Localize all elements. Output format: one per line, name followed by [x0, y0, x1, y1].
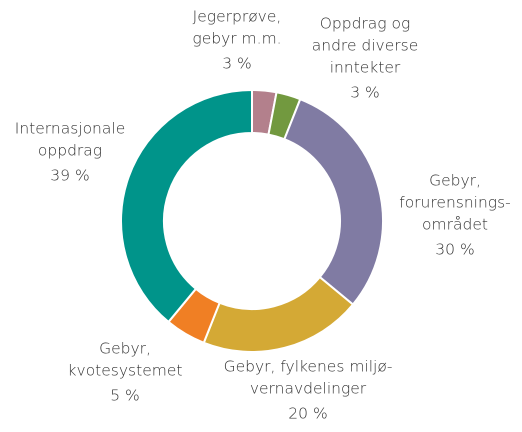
slice-label: Gebyr, forurensnings- området 30 % [399, 170, 511, 261]
slice-label: Oppdrag og andre diverse inntekter 3 % [312, 13, 419, 104]
slice-label: Gebyr, fylkenes miljø- vernavdelinger 20 … [224, 356, 393, 425]
category-label: Gebyr, fylkenes miljø- vernavdelinger [223, 357, 393, 398]
category-label: Gebyr, forurensnings- området [399, 171, 511, 234]
value-label: 5 % [110, 386, 140, 405]
category-label: Internasjonale oppdrag [14, 119, 126, 160]
slice-label: Gebyr, kvotesystemet 5 % [68, 338, 183, 407]
value-label: 3 % [350, 83, 380, 102]
value-label: 3 % [222, 54, 252, 73]
value-label: 30 % [435, 240, 475, 259]
slice-label: Jegerprøve, gebyr m.m. 3 % [192, 6, 281, 75]
category-label: Gebyr, kvotesystemet [67, 339, 183, 380]
donut-slice [202, 275, 355, 353]
value-label: 39 % [50, 166, 90, 185]
donut-slice [283, 97, 384, 306]
donut-slice [120, 88, 253, 324]
value-label: 20 % [288, 404, 328, 423]
slice-label: Internasjonale oppdrag 39 % [15, 118, 125, 187]
category-label: Oppdrag og andre diverse inntekter [311, 14, 419, 77]
category-label: Jegerprøve, gebyr m.m. [192, 7, 282, 48]
